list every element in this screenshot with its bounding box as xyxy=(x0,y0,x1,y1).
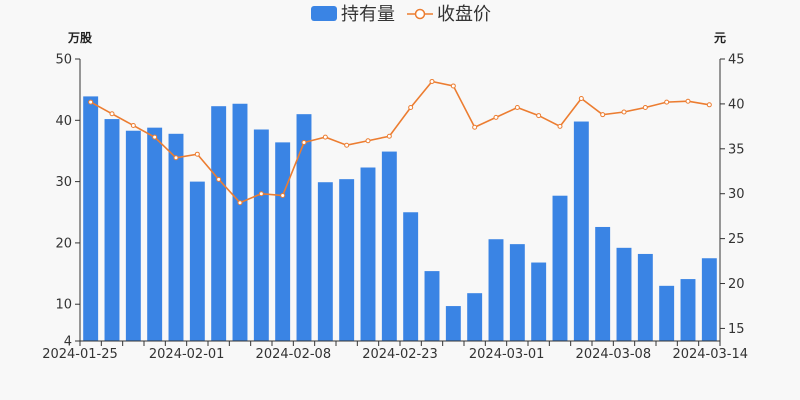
close-price-point[interactable] xyxy=(173,155,179,161)
close-price-point[interactable] xyxy=(664,99,670,105)
close-price-point[interactable] xyxy=(493,114,499,120)
left-axis-tick-label: 20 xyxy=(55,236,72,251)
close-price-line xyxy=(88,78,712,206)
x-axis-tick-label: 2024-01-25 xyxy=(42,347,118,362)
right-axis-unit: 元 xyxy=(714,31,726,45)
holdings-bar[interactable] xyxy=(253,129,269,342)
right-axis-tick-label: 20 xyxy=(728,277,745,292)
close-price-point[interactable] xyxy=(600,112,606,118)
holdings-bar[interactable] xyxy=(189,181,205,341)
right-axis-tick-label: 15 xyxy=(728,322,745,337)
holdings-bar[interactable] xyxy=(168,133,184,341)
close-price-point[interactable] xyxy=(237,200,243,206)
close-price-point[interactable] xyxy=(386,133,392,139)
holdings-bar[interactable] xyxy=(275,142,291,341)
holdings-bar[interactable] xyxy=(296,114,312,341)
holdings-bar[interactable] xyxy=(403,212,419,341)
x-axis-tick-label: 2024-03-01 xyxy=(469,347,545,362)
holdings-bar[interactable] xyxy=(83,96,99,342)
left-axis-tick-label: 40 xyxy=(55,114,72,129)
holdings-bar[interactable] xyxy=(381,151,397,341)
holdings-bar[interactable] xyxy=(509,244,525,341)
holdings-bar[interactable] xyxy=(211,106,227,341)
holdings-bar[interactable] xyxy=(552,195,568,341)
holdings-bar[interactable] xyxy=(659,285,675,341)
x-axis-tick-label: 2024-02-23 xyxy=(362,347,438,362)
close-price-point[interactable] xyxy=(322,134,328,140)
right-axis-tick-label: 45 xyxy=(728,53,745,68)
holdings-bar[interactable] xyxy=(531,262,547,341)
holdings-bar[interactable] xyxy=(701,258,717,341)
holdings-bar[interactable] xyxy=(488,239,504,341)
x-axis-tick-label: 2024-03-08 xyxy=(576,347,652,362)
legend-label-close-price[interactable]: 收盘价 xyxy=(437,4,491,25)
close-price-polyline xyxy=(90,80,710,204)
close-price-point[interactable] xyxy=(216,176,222,182)
close-price-point[interactable] xyxy=(109,111,115,117)
left-axis-tick-label: 10 xyxy=(55,298,72,313)
legend-marker-close-price[interactable] xyxy=(414,8,426,20)
close-price-point[interactable] xyxy=(578,96,584,102)
holdings-bar[interactable] xyxy=(595,226,611,341)
holdings-bar[interactable] xyxy=(104,119,120,341)
left-axis-tick-label: 50 xyxy=(55,53,72,68)
holdings-bar[interactable] xyxy=(147,127,163,341)
left-axis-tick-label: 4 xyxy=(64,335,72,350)
close-price-point[interactable] xyxy=(130,122,136,128)
holdings-bar[interactable] xyxy=(467,293,483,341)
close-price-point[interactable] xyxy=(258,191,264,197)
right-axis-tick-label: 30 xyxy=(728,187,745,202)
x-axis-tick-label: 2024-02-08 xyxy=(256,347,332,362)
holdings-bar[interactable] xyxy=(317,182,333,341)
right-axis-tick-label: 40 xyxy=(728,97,745,112)
close-price-point[interactable] xyxy=(344,142,350,148)
holdings-bar[interactable] xyxy=(680,279,696,341)
holdings-bar[interactable] xyxy=(360,167,376,341)
close-price-point[interactable] xyxy=(536,113,542,119)
close-price-point[interactable] xyxy=(365,138,371,144)
close-price-point[interactable] xyxy=(621,109,627,115)
close-price-point[interactable] xyxy=(194,151,200,157)
close-price-point[interactable] xyxy=(557,123,563,129)
close-price-point[interactable] xyxy=(152,134,158,140)
close-price-point[interactable] xyxy=(408,105,414,110)
legend-swatch-holdings[interactable] xyxy=(311,6,337,21)
close-price-point[interactable] xyxy=(472,124,478,130)
x-axis-tick-label: 2024-03-14 xyxy=(672,347,748,362)
close-price-point[interactable] xyxy=(88,99,94,105)
holdings-bar[interactable] xyxy=(445,306,461,341)
holdings-bars xyxy=(83,96,717,342)
left-axis-unit: 万股 xyxy=(67,30,93,45)
right-axis-tick-label: 35 xyxy=(728,142,745,157)
close-price-point[interactable] xyxy=(685,98,691,104)
holdings-bar[interactable] xyxy=(424,271,440,341)
close-price-point[interactable] xyxy=(642,105,648,110)
close-price-point[interactable] xyxy=(706,102,712,108)
holdings-bar[interactable] xyxy=(573,121,589,341)
holdings-bar[interactable] xyxy=(616,247,632,341)
axes: 4 10 20 30 40 50 15 20 25 30 35 40 45 2024-01-25 2024-… xyxy=(42,53,748,363)
close-price-point[interactable] xyxy=(450,83,456,89)
holdings-bar[interactable] xyxy=(339,179,355,341)
legend-label-holdings[interactable]: 持有量 xyxy=(341,4,395,25)
x-axis-tick-label: 2024-02-01 xyxy=(149,347,225,362)
holdings-bar[interactable] xyxy=(232,103,248,341)
holdings-bar[interactable] xyxy=(637,253,653,341)
close-price-point[interactable] xyxy=(280,193,286,199)
left-axis-tick-label: 30 xyxy=(55,175,72,190)
close-price-point[interactable] xyxy=(514,105,520,110)
close-price-point[interactable] xyxy=(429,78,435,84)
holdings-bar[interactable] xyxy=(125,130,141,341)
close-price-point[interactable] xyxy=(301,140,307,146)
right-axis-tick-label: 25 xyxy=(728,232,745,247)
legend[interactable]: 持有量 收盘价 xyxy=(311,4,491,25)
